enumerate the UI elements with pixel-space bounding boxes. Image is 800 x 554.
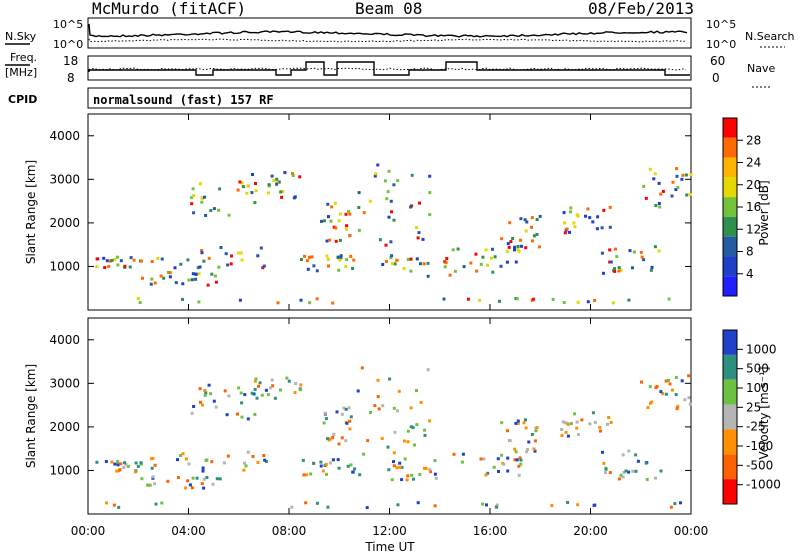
time-tick-label: 20:00 (573, 524, 608, 538)
nsearch-series (88, 38, 688, 43)
freq-panel: Freq. [MHz] 18 8 60 0 Nave (5, 51, 775, 88)
velocity-colorbar-tick: 500 (746, 362, 769, 376)
power-colorbar-tick: 4 (746, 267, 754, 281)
velocity-colorbar-tick: 100 (746, 381, 769, 395)
power-ytick: 4000 (49, 129, 80, 143)
velocity-colorbar-swatch (723, 429, 737, 455)
velocity-cbar-label: Velocity [m s⁻¹] (757, 366, 771, 459)
cpid-panel (87, 87, 692, 109)
velocity-colorbar-swatch (723, 379, 737, 405)
power-ylabel: Slant Range [km] (24, 160, 38, 264)
velocity-colorbar-tick: 1000 (746, 342, 777, 356)
nsky-series (88, 23, 688, 38)
power-ytick: 1000 (49, 259, 80, 273)
power-colorbar: 28 24 20 16 12 8 4 (722, 117, 761, 297)
velocity-colorbar-swatch (723, 479, 737, 504)
time-tick-label: 00:00 (674, 524, 709, 538)
nsky-tick-bottom: 10^0 (53, 38, 83, 51)
velocity-ytick: 4000 (49, 333, 80, 347)
nave-tick-bottom: 0 (712, 71, 720, 85)
velocity-ytick: 1000 (49, 463, 80, 477)
velocity-colorbar-tick: 25 (746, 400, 761, 414)
power-ytick: 3000 (49, 172, 80, 186)
power-colorbar-swatch (723, 236, 737, 257)
power-colorbar-swatch (723, 276, 737, 296)
velocity-colorbar-swatch (723, 330, 737, 355)
power-colorbar-tick: 16 (746, 200, 761, 214)
nsky-panel: N.Sky 10^5 10^0 10^5 10^0 N.Search (5, 17, 795, 51)
power-panel: 1000 2000 3000 4000 Slant Range [km] 28 24 20… (24, 113, 771, 311)
freq-tick-top: 18 (63, 54, 78, 68)
beam-label: Beam 08 (355, 0, 422, 18)
power-colorbar-swatch (723, 256, 737, 277)
cpid-label: CPID (8, 93, 37, 106)
velocity-colorbar-tick: -25 (746, 420, 766, 434)
velocity-ytick: 2000 (49, 420, 80, 434)
time-tick-label: 08:00 (272, 524, 307, 538)
nsky-tick-top: 10^5 (53, 18, 83, 31)
time-tick-label: 12:00 (372, 524, 407, 538)
time-tick-label: 00:00 (71, 524, 106, 538)
nsearch-tick-top: 10^5 (706, 18, 736, 31)
time-axis: 00:00 04:00 08:00 12:00 16:00 20:00 00:00 (71, 114, 709, 538)
nave-tick-top: 60 (710, 54, 725, 68)
cpid-program: normalsound (fast) 157 RF (93, 93, 274, 107)
power-colorbar-tick: 8 (746, 245, 754, 259)
time-axis-label: Time UT (364, 540, 415, 554)
velocity-panel: 1000 2000 3000 4000 Slant Range [km] 1000 50… (24, 317, 781, 515)
nsky-label: N.Sky (5, 30, 37, 43)
velocity-colorbar-swatch (723, 454, 737, 480)
velocity-colorbar-swatch (723, 354, 737, 380)
date-label: 08/Feb/2013 (588, 0, 694, 18)
freq-unit: [MHz] (5, 66, 37, 79)
time-tick-label: 04:00 (171, 524, 206, 538)
freq-series (88, 61, 690, 76)
power-colorbar-tick: 28 (746, 133, 761, 147)
power-colorbar-tick: 12 (746, 222, 761, 236)
power-colorbar-swatch (723, 177, 737, 198)
velocity-ylabel: Slant Range [km] (24, 364, 38, 468)
velocity-colorbar-tick: -100 (746, 439, 773, 453)
power-colorbar-swatch (723, 118, 737, 138)
velocity-ytick: 3000 (49, 376, 80, 390)
velocity-colorbar-tick: -1000 (746, 478, 781, 492)
power-colorbar-swatch (723, 137, 737, 158)
nsearch-label: N.Search (745, 30, 795, 43)
power-cbar-label: Power [dB] (757, 180, 771, 245)
time-tick-label: 16:00 (473, 524, 508, 538)
power-colorbar-tick: 20 (746, 178, 761, 192)
velocity-colorbar: 1000 500 100 25 -25 -100 -500 -1000 (722, 329, 781, 505)
nave-label: Nave (747, 62, 775, 75)
power-colorbar-tick: 24 (746, 156, 761, 170)
power-colorbar-swatch (723, 216, 737, 237)
nsearch-tick-bottom: 10^0 (706, 38, 736, 51)
velocity-data (95, 366, 692, 510)
power-colorbar-swatch (723, 157, 737, 178)
velocity-colorbar-swatch (723, 404, 737, 430)
power-data (95, 163, 693, 305)
station-title: McMurdo (fitACF) (92, 0, 246, 18)
nave-series (88, 67, 687, 71)
freq-tick-bottom: 8 (67, 71, 75, 85)
power-ytick: 2000 (49, 216, 80, 230)
power-colorbar-swatch (723, 197, 737, 217)
velocity-colorbar-tick: -500 (746, 458, 773, 472)
freq-label: Freq. (10, 51, 37, 64)
